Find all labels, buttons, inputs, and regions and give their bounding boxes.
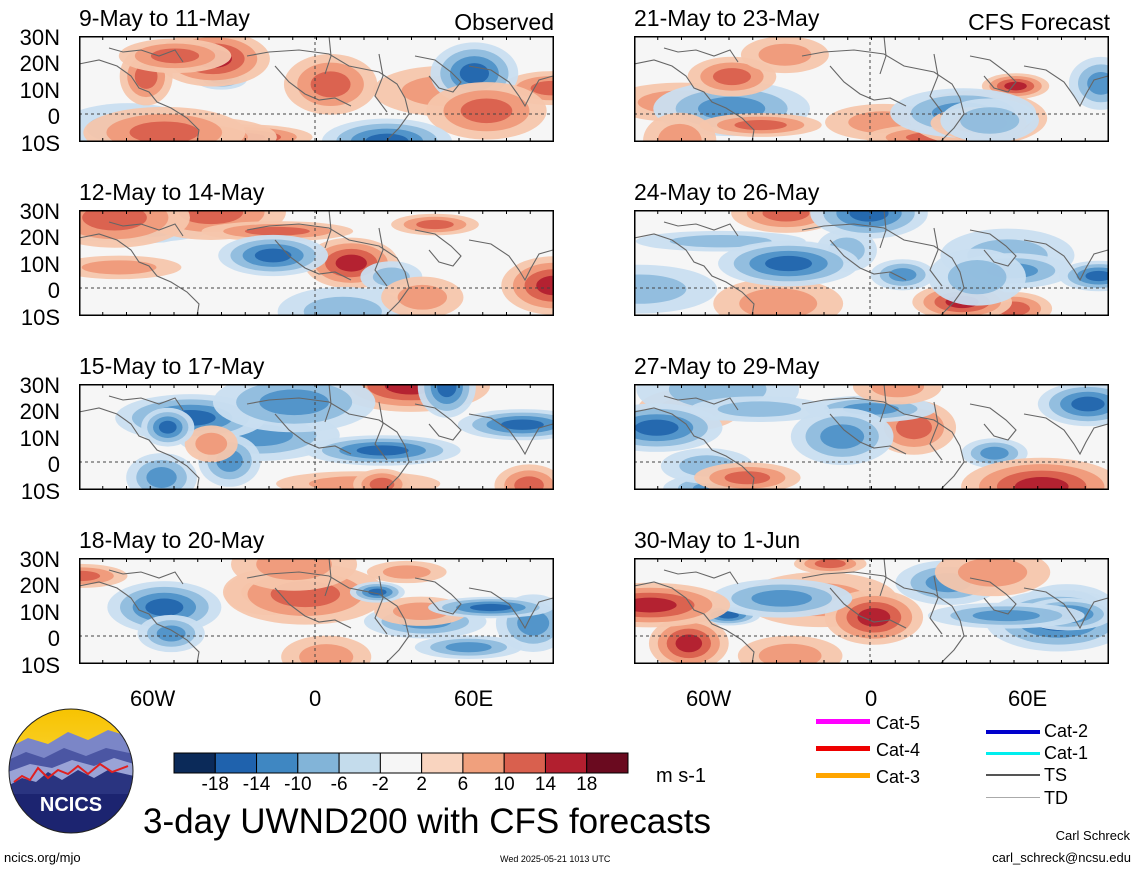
legend-label-cat5: Cat-5 — [876, 713, 921, 733]
lon-label-0: 0 — [865, 686, 878, 711]
lat-label-10n: 10N — [19, 600, 60, 625]
colorbar-tick-label: 14 — [534, 774, 557, 795]
figure-title: 3-day UWND200 with CFS forecasts — [143, 802, 711, 841]
colorbar-tick-label: 6 — [457, 774, 469, 795]
colorbar-bin — [586, 752, 629, 774]
lat-label-10s: 10S — [20, 653, 60, 678]
lat-label-10n: 10N — [19, 78, 60, 103]
map-panel-3 — [79, 384, 554, 490]
footer-author: Carl Schreck — [1055, 828, 1130, 843]
legend-swatch-cat4 — [816, 746, 870, 751]
legend-label-ts: TS — [1044, 765, 1068, 785]
map-panel-7 — [634, 384, 1109, 490]
lon-label-60w: 60W — [130, 686, 176, 711]
colorbar-tick-label: 18 — [576, 774, 598, 795]
legend-label-td: TD — [1044, 788, 1068, 808]
lat-label-20n: 20N — [19, 573, 60, 598]
colorbar-tick-label: -10 — [284, 774, 312, 795]
colorbar-bin — [338, 752, 381, 774]
map-panel-1 — [79, 36, 554, 142]
colorbar-bin — [544, 752, 588, 774]
lon-label-60e: 60E — [454, 686, 494, 711]
logo-text: NCICS — [40, 794, 102, 816]
lat-label-30n: 30N — [19, 25, 60, 50]
colorbar-tick-label: 2 — [416, 774, 427, 795]
lat-label-30n: 30N — [19, 373, 60, 398]
map-panel-8 — [634, 558, 1109, 664]
lat-label-10n: 10N — [19, 252, 60, 277]
lat-label-10s: 10S — [20, 305, 60, 330]
footer-url[interactable]: ncics.org/mjo — [4, 850, 81, 865]
legend-swatch-cat3 — [816, 773, 870, 778]
legend-swatch-td — [986, 797, 1040, 798]
legend-label-cat2: Cat-2 — [1044, 721, 1089, 741]
colorbar-tick-label: -14 — [242, 774, 271, 795]
colorbar-bin — [173, 752, 216, 774]
legend-swatch-cat5 — [816, 719, 870, 724]
panel-title-5: 21-May to 23-May — [634, 5, 820, 31]
colorbar-tick-label: -18 — [201, 774, 229, 795]
lat-label-30n: 30N — [19, 547, 60, 572]
colorbar-bin — [297, 752, 340, 774]
panel-title-6: 24-May to 26-May — [634, 179, 820, 205]
lat-label-10s: 10S — [20, 131, 60, 156]
colorbar-bin — [503, 752, 546, 774]
panel-title-8: 30-May to 1-Jun — [634, 527, 801, 553]
panel-title-2: 12-May to 14-May — [79, 179, 265, 205]
footer-email[interactable]: carl_schreck@ncsu.edu — [992, 850, 1131, 865]
colorbar — [173, 752, 629, 774]
panel-title-4: 18-May to 20-May — [79, 527, 265, 553]
lat-label-20n: 20N — [19, 399, 60, 424]
lat-label-eq: 0 — [47, 626, 60, 651]
colorbar-tick-label: -6 — [330, 774, 348, 795]
colorbar-bin — [214, 752, 258, 774]
lat-label-20n: 20N — [19, 225, 60, 250]
lat-label-20n: 20N — [19, 51, 60, 76]
lon-label-60e: 60E — [1008, 686, 1048, 711]
colorbar-bin — [462, 752, 505, 774]
lat-label-eq: 0 — [47, 104, 60, 129]
lat-label-10n: 10N — [19, 426, 60, 451]
legend-label-cat1: Cat-1 — [1044, 743, 1089, 763]
colorbar-bin — [256, 752, 299, 774]
panel-title-1: 9-May to 11-May — [79, 5, 250, 31]
panel-corner-observed: Observed — [454, 9, 554, 35]
lon-label-0: 0 — [309, 686, 322, 711]
legend-swatch-cat2 — [986, 730, 1040, 734]
map-panel-2 — [79, 210, 554, 316]
ncics-logo: NCICS — [8, 708, 134, 834]
legend-swatch-cat1 — [986, 752, 1040, 755]
panel-title-3: 15-May to 17-May — [79, 353, 265, 379]
lat-label-eq: 0 — [47, 452, 60, 477]
legend-label-cat4: Cat-4 — [876, 740, 921, 760]
map-panel-5 — [634, 36, 1109, 142]
lon-label-60w: 60W — [686, 686, 732, 711]
colorbar-tick-label: -2 — [371, 774, 389, 795]
colorbar-tick-label: 10 — [493, 774, 515, 795]
lat-label-30n: 30N — [19, 199, 60, 224]
panel-corner-forecast: CFS Forecast — [968, 9, 1110, 35]
lat-label-10s: 10S — [20, 479, 60, 504]
map-panel-4 — [79, 558, 554, 664]
lat-label-eq: 0 — [47, 278, 60, 303]
map-panel-6 — [634, 210, 1109, 316]
legend-label-cat3: Cat-3 — [876, 767, 921, 787]
panel-title-7: 27-May to 29-May — [634, 353, 820, 379]
colorbar-bin — [421, 752, 464, 774]
colorbar-bin — [379, 752, 423, 774]
colorbar-units: m s-1 — [656, 765, 706, 787]
legend-swatch-ts — [986, 774, 1040, 776]
footer-timestamp: Wed 2025-05-21 1013 UTC — [500, 854, 611, 864]
